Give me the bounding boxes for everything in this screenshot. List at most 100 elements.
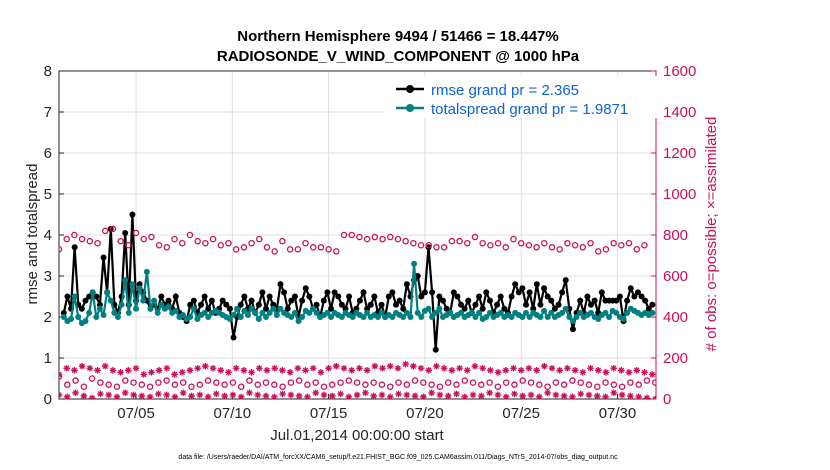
totalspread-point <box>313 309 320 316</box>
y-tick-label: 1 <box>44 350 52 367</box>
nposs-point <box>279 237 286 245</box>
nused_low-point <box>229 391 237 399</box>
nposs-point <box>556 246 563 253</box>
rmse-point <box>389 289 396 296</box>
nposs-point <box>101 227 109 235</box>
nused-point <box>263 367 271 374</box>
totalspread-point <box>620 316 627 323</box>
nused_low-point <box>362 389 369 397</box>
nused-point <box>641 369 648 376</box>
totalspread-point <box>299 314 306 320</box>
totalspread-point <box>86 309 93 316</box>
nposs_low-point <box>651 379 656 386</box>
nused_low-point <box>453 390 460 398</box>
rmse-point <box>436 293 443 300</box>
totalspread-point <box>602 309 609 316</box>
totalspread-point <box>118 301 125 308</box>
rmse-point <box>371 293 378 300</box>
nposs-point <box>610 239 617 247</box>
nposs_low-point <box>279 383 286 390</box>
nused-point <box>255 364 263 372</box>
nused_low-point <box>494 391 502 399</box>
rmse-point <box>226 305 233 312</box>
nused_low-point <box>138 392 146 399</box>
rmse-point <box>237 301 244 308</box>
nused-point <box>163 364 171 372</box>
nposs_low-point <box>64 381 71 388</box>
nposs_low-point <box>577 379 584 386</box>
nused-point <box>425 367 433 374</box>
nused-point <box>101 362 109 370</box>
nused_low-point <box>320 391 328 399</box>
rmse-point <box>158 293 165 300</box>
totalspread-point <box>400 314 407 320</box>
nused_low-point <box>105 391 112 399</box>
y-tick-label: 0 <box>44 391 52 408</box>
nused_low-point <box>221 392 228 399</box>
nposs_low-point <box>295 377 303 384</box>
y-right-tick-label: 0 <box>663 391 671 408</box>
nposs_low-point <box>635 381 642 388</box>
nposs-point <box>209 235 217 243</box>
rmse-point <box>588 301 595 308</box>
totalspread-point <box>136 285 143 292</box>
nposs-point <box>448 237 456 245</box>
nused_low-point <box>188 392 195 399</box>
totalspread-point <box>248 305 255 312</box>
totalspread-point <box>497 309 504 316</box>
rmse-point <box>479 305 486 312</box>
nposs-point <box>548 244 556 251</box>
rmse-point <box>501 305 508 312</box>
nused-point <box>602 369 610 376</box>
nposs-point <box>487 241 494 249</box>
nused_low-point <box>246 389 253 397</box>
rmse-point <box>324 289 331 296</box>
totalspread-point <box>425 305 432 312</box>
nused-point <box>294 364 302 372</box>
nposs_low-point <box>378 381 386 388</box>
nposs-point <box>402 237 409 245</box>
nused-point <box>63 364 71 372</box>
totalspread-point <box>360 314 367 320</box>
rmse-point <box>559 289 566 296</box>
nposs-point <box>271 248 278 255</box>
rmse-point <box>396 297 403 304</box>
nused-point <box>109 367 117 374</box>
nused-point <box>633 367 641 374</box>
nposs-point <box>417 241 425 249</box>
nused_low-point <box>436 391 444 399</box>
y-right-tick-label: 1200 <box>663 145 696 162</box>
rmse-point <box>483 289 490 296</box>
totalspread-point <box>414 309 421 316</box>
nused-point <box>348 367 356 374</box>
nused_low-point <box>444 392 452 399</box>
nused-point <box>594 367 602 374</box>
totalspread-point <box>75 314 82 320</box>
y-tick-label: 6 <box>44 145 52 162</box>
nposs_low-point <box>196 381 204 388</box>
rmse-point <box>320 297 327 304</box>
totalspread-point <box>338 314 345 320</box>
totalspread-point <box>255 316 262 323</box>
totalspread-point <box>165 303 172 310</box>
totalspread-point <box>201 309 208 316</box>
nused_low-point <box>560 392 568 399</box>
totalspread-point <box>151 297 158 304</box>
rmse-point <box>263 305 270 312</box>
nused-point <box>471 362 479 370</box>
nposs-point <box>155 241 163 249</box>
totalspread-point <box>429 314 436 320</box>
totalspread-point <box>107 297 114 304</box>
rmse-point <box>450 289 457 296</box>
nposs-point <box>325 246 332 253</box>
rmse-point <box>266 293 273 300</box>
nused_low-point <box>113 393 121 399</box>
totalspread-point <box>82 318 89 325</box>
nposs-point <box>579 244 587 251</box>
x-tick-label: 07/20 <box>406 405 444 422</box>
rmse-point <box>642 297 649 304</box>
totalspread-point <box>277 305 284 312</box>
totalspread-point <box>447 309 454 316</box>
totalspread-point <box>436 305 443 312</box>
